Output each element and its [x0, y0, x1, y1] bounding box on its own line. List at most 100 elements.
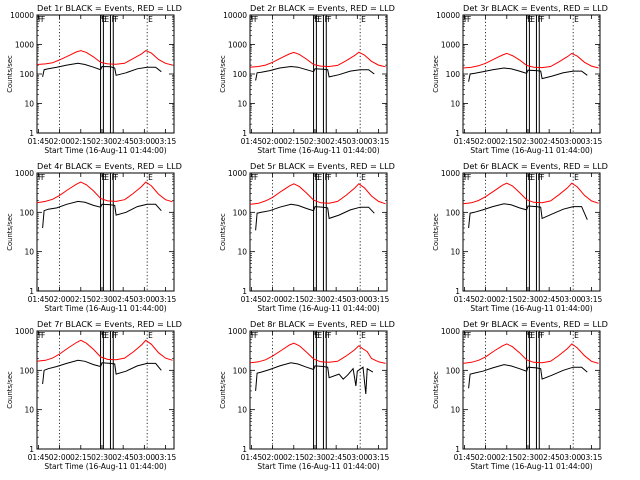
x-tick-label: 03:00 [560, 137, 582, 146]
y-axis-label: Counts/sec [432, 55, 440, 93]
x-axis-label: Start Time (16-Aug-11 01:44:00) [470, 462, 592, 471]
x-tick-label: 01:45 [28, 137, 50, 146]
event-marker: F [324, 331, 328, 340]
event-marker: E [102, 173, 107, 182]
series-lld-line [249, 342, 386, 364]
event-marker: E [528, 15, 533, 24]
y-tick-label: 10 [450, 100, 460, 109]
event-marker: F [537, 15, 541, 24]
event-marker: F [41, 173, 45, 182]
panel-title: Det 3r BLACK = Events, RED = LLD [463, 3, 608, 13]
series-lld-line [462, 182, 599, 205]
y-tick-label: 10 [24, 406, 34, 415]
y-axis-label: Counts/sec [6, 213, 14, 251]
x-tick-label: 02:45 [538, 295, 560, 304]
x-tick-label: 03:15 [368, 137, 390, 146]
event-marker: E [528, 331, 533, 340]
x-tick-label: 02:15 [496, 137, 518, 146]
y-axis-label: Counts/sec [432, 371, 440, 409]
y-tick-label: 1 [242, 287, 247, 296]
plot-frame [462, 172, 601, 292]
x-tick-label: 02:00 [262, 453, 284, 462]
x-tick-label: 01:45 [241, 295, 263, 304]
y-tick-label: 1000 [228, 327, 247, 336]
x-tick-label: 02:30 [91, 453, 113, 462]
series-events-line [255, 203, 375, 231]
event-marker: E [148, 15, 153, 24]
event-marker: E [530, 173, 535, 182]
y-tick-label: 1000 [228, 41, 247, 50]
y-tick-label: 1000 [15, 327, 34, 336]
y-tick-label: 10000 [223, 11, 247, 20]
x-tick-label: 02:30 [91, 295, 113, 304]
x-tick-label: 01:45 [454, 137, 476, 146]
event-marker: F [251, 15, 255, 24]
event-marker: E [148, 331, 153, 340]
event-marker: F [327, 173, 331, 182]
x-axis-label: Start Time (16-Aug-11 01:44:00) [44, 146, 166, 155]
event-marker: E [102, 331, 107, 340]
event-marker: E [104, 331, 109, 340]
plot-frame [249, 14, 388, 134]
x-tick-label: 02:15 [70, 295, 92, 304]
x-tick-label: 03:00 [134, 137, 156, 146]
x-axis-label: Start Time (16-Aug-11 01:44:00) [44, 462, 166, 471]
y-tick-label: 1 [29, 129, 34, 138]
event-marker: F [327, 15, 331, 24]
event-marker: E [530, 15, 535, 24]
x-tick-label: 02:45 [325, 453, 347, 462]
event-marker: E [102, 15, 107, 24]
event-marker: E [104, 15, 109, 24]
y-tick-label: 10 [24, 100, 34, 109]
y-tick-label: 100 [20, 208, 35, 217]
y-tick-label: 100 [233, 70, 248, 79]
event-marker: F [467, 173, 471, 182]
y-tick-label: 100 [233, 208, 248, 217]
series-lld-line [462, 343, 599, 364]
event-marker: E [317, 15, 322, 24]
x-tick-label: 02:45 [325, 137, 347, 146]
series-lld-line [249, 51, 386, 68]
x-axis-label: Start Time (16-Aug-11 01:44:00) [470, 146, 592, 155]
x-tick-label: 02:30 [304, 295, 326, 304]
x-axis-label: Start Time (16-Aug-11 01:44:00) [257, 462, 379, 471]
panel-6: Det 6r BLACK = Events, RED = LLD 1 10 100 10… [432, 161, 608, 313]
event-marker: E [315, 173, 320, 182]
x-tick-label: 02:45 [112, 453, 134, 462]
event-marker: F [251, 173, 255, 182]
x-tick-label: 02:15 [496, 295, 518, 304]
panel-title: Det 1r BLACK = Events, RED = LLD [37, 3, 182, 13]
x-tick-label: 02:45 [538, 453, 560, 462]
y-axis-label: Counts/sec [6, 371, 14, 409]
y-tick-label: 10000 [436, 11, 460, 20]
x-axis-label: Start Time (16-Aug-11 01:44:00) [257, 146, 379, 155]
y-tick-label: 1 [455, 287, 460, 296]
series-events-line [468, 364, 588, 389]
event-marker: F [111, 331, 115, 340]
x-tick-label: 02:00 [262, 137, 284, 146]
series-events-line [255, 65, 375, 81]
y-tick-label: 100 [446, 208, 461, 217]
y-tick-label: 1 [242, 445, 247, 454]
panel-7: Det 7r BLACK = Events, RED = LLD 1 10 100 10… [6, 319, 182, 471]
x-tick-label: 03:00 [347, 137, 369, 146]
event-marker: F [254, 15, 258, 24]
event-marker: F [38, 173, 42, 182]
y-tick-label: 1000 [441, 169, 460, 178]
x-tick-label: 02:15 [70, 137, 92, 146]
x-tick-label: 02:00 [475, 137, 497, 146]
y-tick-label: 100 [20, 366, 35, 375]
x-tick-label: 03:00 [560, 453, 582, 462]
x-tick-label: 03:00 [134, 453, 156, 462]
x-tick-label: 02:30 [517, 295, 539, 304]
panel-title: Det 6r BLACK = Events, RED = LLD [463, 161, 608, 171]
panel-title: Det 5r BLACK = Events, RED = LLD [250, 161, 395, 171]
event-marker: F [111, 15, 115, 24]
panel-title: Det 9r BLACK = Events, RED = LLD [463, 319, 608, 329]
x-tick-label: 02:00 [49, 453, 71, 462]
y-axis-label: Counts/sec [219, 213, 227, 251]
y-tick-label: 100 [446, 366, 461, 375]
event-marker: E [361, 173, 366, 182]
event-marker: F [537, 331, 541, 340]
x-tick-label: 02:30 [517, 137, 539, 146]
